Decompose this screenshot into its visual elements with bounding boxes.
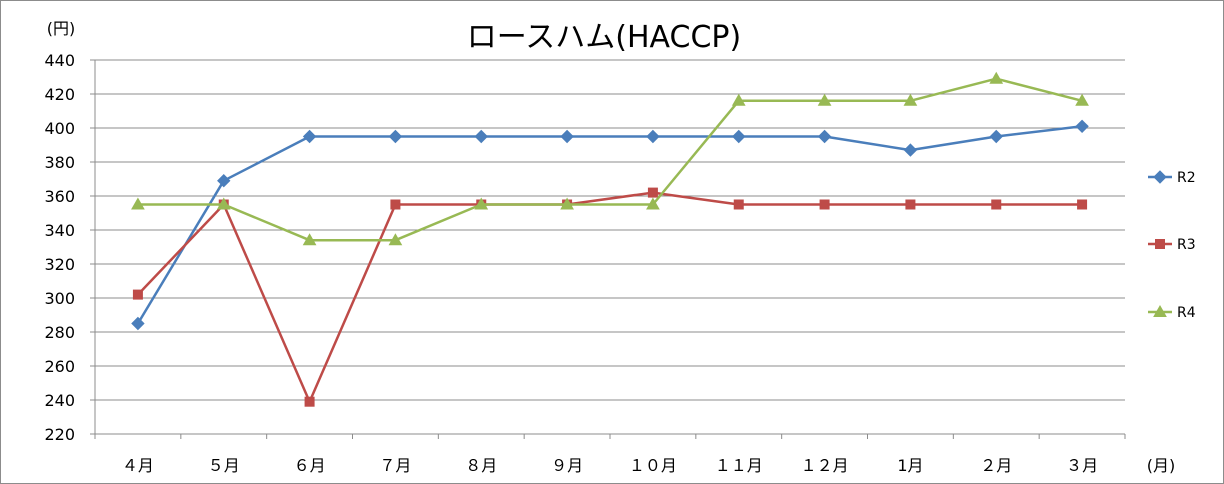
y-tick-label: 360 bbox=[44, 187, 75, 206]
y-tick-label: 220 bbox=[44, 425, 75, 444]
legend-label: R2 bbox=[1177, 170, 1196, 186]
x-tick-labels: ４月 ５月 ６月 ７月 ８月 ９月 １０月 １１月 １２月 1月 ２月 ３月 bbox=[122, 456, 1098, 475]
data-point bbox=[304, 396, 315, 407]
x-tick-label: ６月 bbox=[294, 456, 326, 475]
data-point bbox=[817, 129, 832, 144]
legend-item-r3: R3 bbox=[1148, 237, 1196, 253]
data-point bbox=[905, 199, 916, 210]
legend-item-r2: R2 bbox=[1148, 170, 1196, 186]
x-tick-label: ４月 bbox=[122, 456, 154, 475]
data-point bbox=[1075, 93, 1089, 106]
data-point bbox=[217, 173, 231, 188]
y-tick-label: 400 bbox=[44, 119, 75, 138]
series-r2 bbox=[131, 119, 1089, 331]
y-tick-label: 260 bbox=[44, 357, 75, 376]
data-point bbox=[302, 233, 317, 246]
data-point bbox=[474, 129, 488, 144]
y-tick-label: 440 bbox=[44, 51, 75, 70]
y-tick-label: 420 bbox=[44, 85, 75, 104]
grid-lines bbox=[95, 59, 1125, 401]
series-r4 bbox=[131, 71, 1089, 246]
data-point bbox=[733, 199, 744, 210]
data-point bbox=[390, 199, 401, 210]
data-point bbox=[1075, 119, 1089, 134]
x-tick-label: 1月 bbox=[897, 456, 923, 475]
data-point bbox=[903, 93, 918, 106]
y-axis-unit: (円) bbox=[47, 19, 76, 38]
data-point bbox=[646, 129, 660, 144]
data-point bbox=[903, 143, 918, 157]
x-tick-label: ８月 bbox=[465, 456, 497, 475]
x-tick-label: １０月 bbox=[629, 456, 677, 475]
data-point bbox=[216, 197, 231, 210]
data-point bbox=[131, 316, 145, 331]
data-point bbox=[302, 129, 317, 144]
data-point bbox=[1077, 199, 1088, 210]
x-tick-label: ２月 bbox=[980, 456, 1012, 475]
chart-title: ロースハム(HACCP) bbox=[467, 20, 741, 55]
x-tick-label: １１月 bbox=[715, 456, 763, 475]
data-point bbox=[991, 199, 1002, 210]
data-point bbox=[560, 197, 574, 210]
legend-marker bbox=[1155, 239, 1165, 249]
data-point bbox=[989, 129, 1003, 144]
x-tick-label: ７月 bbox=[379, 456, 411, 475]
y-tick-label: 320 bbox=[44, 255, 75, 274]
x-tick-label: ５月 bbox=[208, 456, 240, 475]
data-point bbox=[646, 197, 660, 210]
axes bbox=[90, 59, 1126, 439]
data-point bbox=[731, 93, 746, 106]
data-point bbox=[817, 93, 832, 106]
legend-marker bbox=[1153, 170, 1167, 184]
y-tick-label: 340 bbox=[44, 221, 75, 240]
data-point bbox=[474, 197, 489, 210]
y-tick-label: 380 bbox=[44, 153, 75, 172]
legend-label: R4 bbox=[1177, 305, 1196, 321]
legend-marker bbox=[1153, 304, 1167, 317]
data-point bbox=[732, 129, 746, 144]
legend: R2 R3 R4 bbox=[1148, 170, 1196, 321]
x-tick-label: ９月 bbox=[551, 456, 583, 475]
series-line bbox=[136, 125, 1083, 325]
data-point bbox=[989, 71, 1004, 84]
x-tick-label: １２月 bbox=[801, 456, 849, 475]
x-tick-label: ３月 bbox=[1066, 456, 1098, 475]
data-point bbox=[388, 233, 403, 246]
data-point bbox=[131, 197, 145, 210]
data-point bbox=[388, 129, 403, 144]
series-line bbox=[137, 191, 1083, 403]
y-tick-label: 280 bbox=[44, 323, 75, 342]
x-axis-unit: (月) bbox=[1147, 456, 1176, 475]
legend-item-r4: R4 bbox=[1148, 304, 1196, 321]
data-point bbox=[819, 199, 830, 210]
data-point bbox=[132, 289, 143, 300]
series-line bbox=[137, 77, 1083, 242]
data-point bbox=[647, 187, 658, 198]
y-tick-label: 300 bbox=[44, 289, 75, 308]
series-r3 bbox=[132, 187, 1088, 407]
y-tick-label: 240 bbox=[44, 391, 75, 410]
y-tick-labels: 220 240 260 280 300 320 340 360 380 400 420 440 bbox=[44, 51, 75, 444]
legend-label: R3 bbox=[1177, 237, 1196, 253]
data-point bbox=[560, 129, 574, 144]
series-group bbox=[131, 71, 1089, 407]
